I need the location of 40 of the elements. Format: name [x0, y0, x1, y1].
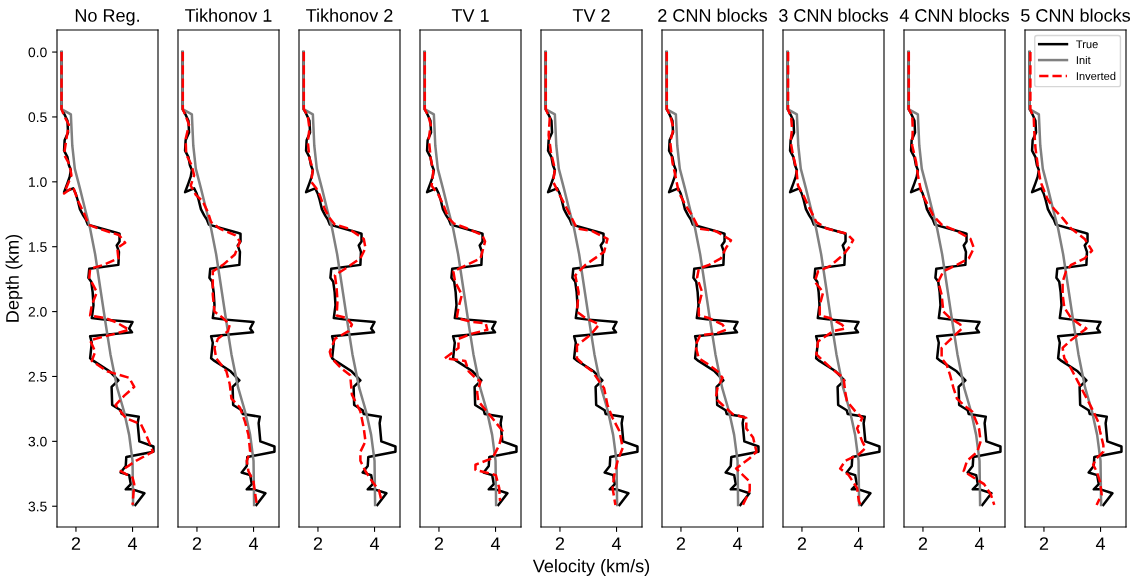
y-tick-label: 1.0	[29, 177, 47, 187]
chart-title: TV 2	[572, 9, 610, 22]
x-tick-label: 2	[555, 537, 565, 550]
chart-title: 5 CNN blocks	[1021, 8, 1131, 22]
y-tick-label: 2.5	[28, 371, 47, 382]
y-axis-title: Depth (km)	[5, 234, 23, 322]
chart-title: No Reg.	[75, 9, 139, 26]
y-tick-label: 0.5	[28, 112, 47, 123]
chart-title: Tikhonov 1	[185, 8, 272, 22]
x-tick-label: 4	[490, 537, 501, 550]
y-tick-label: 2.0	[28, 306, 47, 317]
x-axis-title: Velocity (km/s)	[532, 559, 650, 576]
x-tick-label: 2	[918, 537, 928, 550]
legend-label: True	[1076, 40, 1098, 49]
x-tick-label: 2	[192, 537, 202, 550]
x-tick-label: 2	[797, 537, 807, 550]
y-tick-label: 3.0	[28, 436, 47, 447]
x-tick-label: 4	[369, 537, 380, 550]
y-tick-label: 0.0	[28, 47, 47, 58]
x-tick-label: 2	[71, 537, 81, 550]
x-tick-label: 2	[434, 537, 444, 550]
chart-title: 3 CNN blocks	[779, 8, 889, 22]
chart-title: TV 1	[451, 9, 489, 22]
x-tick-label: 4	[611, 537, 622, 550]
x-tick-label: 2	[1039, 537, 1049, 550]
legend-label: Inverted	[1076, 71, 1116, 80]
legend-label: Init	[1076, 55, 1091, 65]
chart-title: 2 CNN blocks	[658, 8, 768, 22]
x-tick-label: 2	[313, 537, 323, 550]
x-tick-label: 4	[853, 537, 864, 550]
x-tick-label: 4	[732, 537, 743, 550]
x-tick-label: 4	[248, 537, 259, 550]
x-tick-label: 2	[676, 537, 686, 550]
x-tick-label: 4	[1095, 537, 1106, 550]
x-tick-label: 4	[974, 537, 985, 550]
chart-title: 4 CNN blocks	[899, 8, 1010, 22]
x-tick-label: 4	[127, 537, 138, 550]
y-tick-label: 3.5	[28, 501, 47, 512]
y-tick-label: 1.5	[29, 242, 47, 252]
chart-title: Tikhonov 2	[306, 8, 393, 22]
